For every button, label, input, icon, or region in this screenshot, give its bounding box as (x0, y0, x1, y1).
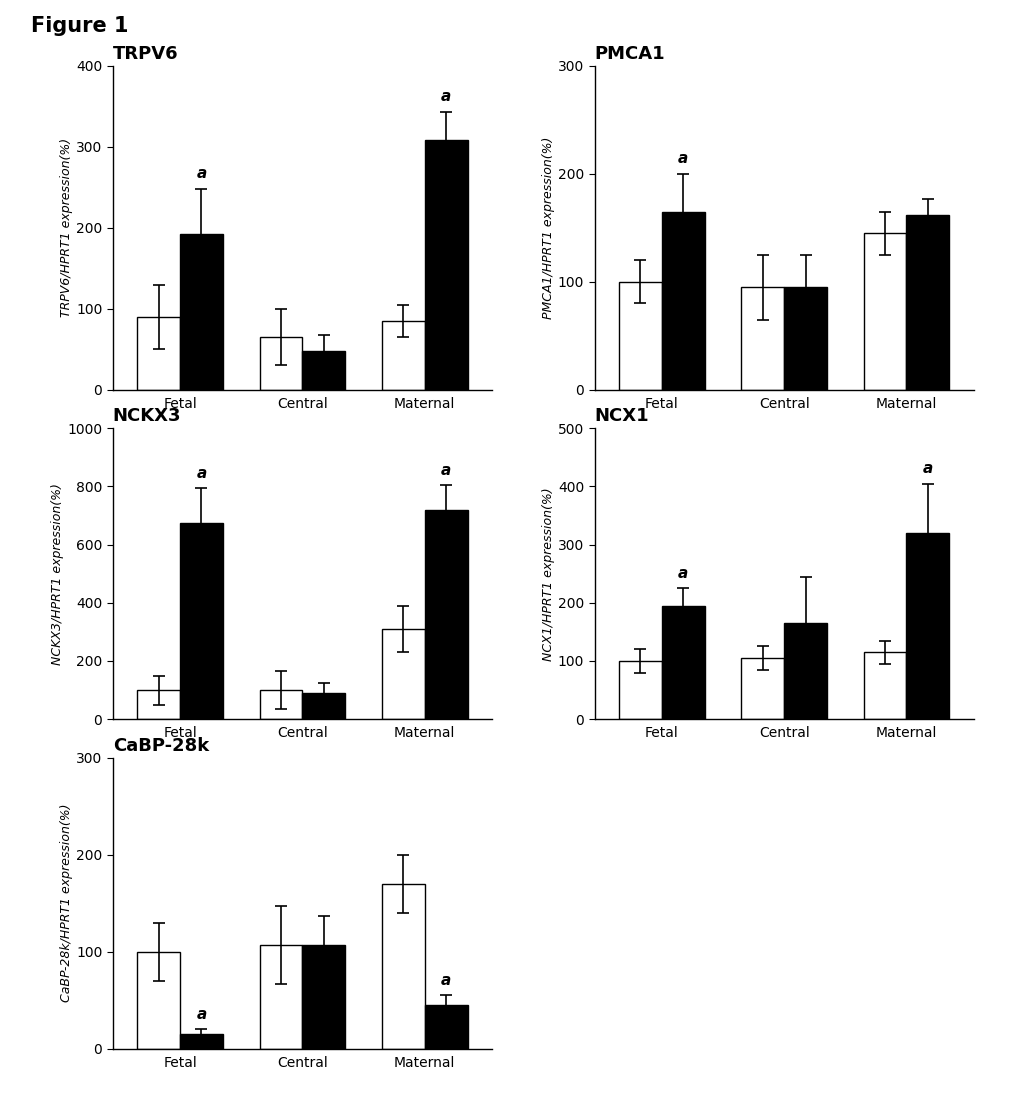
Bar (784, 624, 827, 719)
Bar (741, 658, 784, 719)
Bar (741, 288, 784, 390)
Bar (302, 351, 345, 390)
Text: CaBP-28k: CaBP-28k (113, 737, 209, 754)
Bar (424, 509, 467, 719)
Bar (906, 215, 949, 390)
Text: a: a (922, 461, 933, 477)
Y-axis label: NCX1/HPRT1 expression(%): NCX1/HPRT1 expression(%) (542, 486, 555, 661)
Y-axis label: NCKX3/HPRT1 expression(%): NCKX3/HPRT1 expression(%) (51, 483, 65, 664)
Text: a: a (197, 466, 207, 481)
Bar (180, 1034, 222, 1049)
Text: a: a (679, 565, 689, 581)
Bar (784, 288, 827, 390)
Text: a: a (441, 462, 451, 478)
Bar (662, 212, 704, 390)
Text: a: a (197, 1007, 207, 1022)
Bar (180, 234, 222, 390)
Bar (137, 952, 180, 1049)
Bar (864, 233, 906, 390)
Text: TRPV6: TRPV6 (113, 45, 178, 63)
Y-axis label: CaBP-28k/HPRT1 expression(%): CaBP-28k/HPRT1 expression(%) (60, 804, 73, 1002)
Bar (137, 317, 180, 390)
Bar (864, 652, 906, 719)
Bar (619, 282, 662, 390)
Bar (424, 141, 467, 390)
Text: PMCA1: PMCA1 (594, 45, 665, 63)
Bar (137, 691, 180, 719)
Bar (259, 337, 302, 390)
Bar (382, 884, 424, 1049)
Text: NCX1: NCX1 (594, 407, 649, 425)
Bar (662, 606, 704, 719)
Bar (424, 1005, 467, 1049)
Bar (302, 693, 345, 719)
Bar (259, 944, 302, 1049)
Bar (302, 944, 345, 1049)
Text: a: a (441, 89, 451, 104)
Text: Figure 1: Figure 1 (31, 16, 128, 36)
Bar (180, 523, 222, 719)
Y-axis label: TRPV6/HPRT1 expression(%): TRPV6/HPRT1 expression(%) (60, 138, 73, 317)
Y-axis label: PMCA1/HPRT1 expression(%): PMCA1/HPRT1 expression(%) (542, 136, 555, 320)
Bar (382, 321, 424, 390)
Text: a: a (197, 166, 207, 181)
Bar (906, 533, 949, 719)
Bar (619, 661, 662, 719)
Bar (382, 629, 424, 719)
Bar (259, 691, 302, 719)
Text: NCKX3: NCKX3 (113, 407, 181, 425)
Text: a: a (679, 150, 689, 166)
Text: a: a (441, 973, 451, 988)
